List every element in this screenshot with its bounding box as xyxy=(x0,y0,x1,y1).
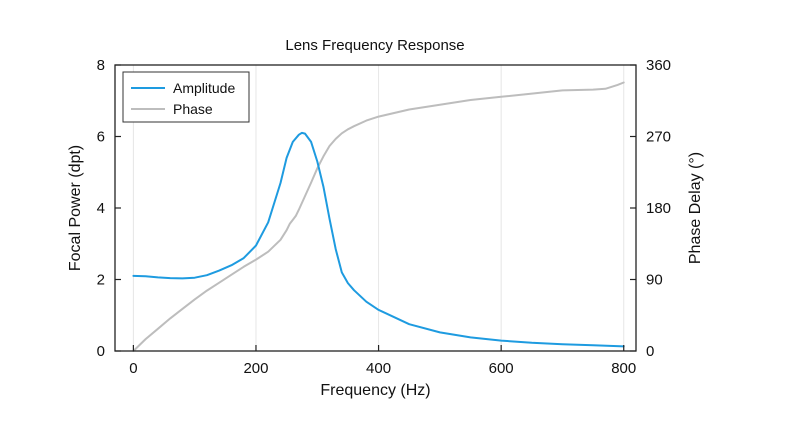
y-axis-left: 0 2 4 6 8 xyxy=(97,57,121,360)
x-tick-label: 0 xyxy=(129,360,137,377)
x-tick-label: 200 xyxy=(243,360,268,377)
y2-tick-label: 180 xyxy=(646,200,671,217)
legend-label-amplitude: Amplitude xyxy=(173,80,235,96)
y-tick-label: 0 xyxy=(97,343,105,360)
y2-axis-label: Phase Delay (°) xyxy=(687,152,704,264)
legend-label-phase: Phase xyxy=(173,101,213,117)
legend: Amplitude Phase xyxy=(122,71,250,123)
y-tick-label: 8 xyxy=(97,57,105,74)
y2-tick-label: 90 xyxy=(646,272,663,289)
y-axis-label: Focal Power (dpt) xyxy=(67,145,84,271)
series-line-amplitude xyxy=(132,131,625,348)
grid xyxy=(132,65,625,351)
x-tick-label: 400 xyxy=(366,360,391,377)
y2-tick-label: 360 xyxy=(646,57,671,74)
y-tick-label: 6 xyxy=(97,129,105,146)
chart-title: Lens Frequency Response xyxy=(285,37,464,54)
y-axis-right: 0 90 180 270 360 xyxy=(630,57,671,360)
y2-tick-label: 270 xyxy=(646,129,671,146)
legend-box xyxy=(122,71,250,123)
x-tick-label: 600 xyxy=(489,360,514,377)
series-line-phase xyxy=(132,81,625,352)
x-tick-label: 800 xyxy=(611,360,636,377)
series-layer xyxy=(132,81,625,352)
y-tick-label: 2 xyxy=(97,272,105,289)
y2-tick-label: 0 xyxy=(646,343,654,360)
x-axis: 0 200 400 600 800 xyxy=(129,345,636,377)
y-tick-label: 4 xyxy=(97,200,105,217)
x-axis-label: Frequency (Hz) xyxy=(320,382,430,399)
